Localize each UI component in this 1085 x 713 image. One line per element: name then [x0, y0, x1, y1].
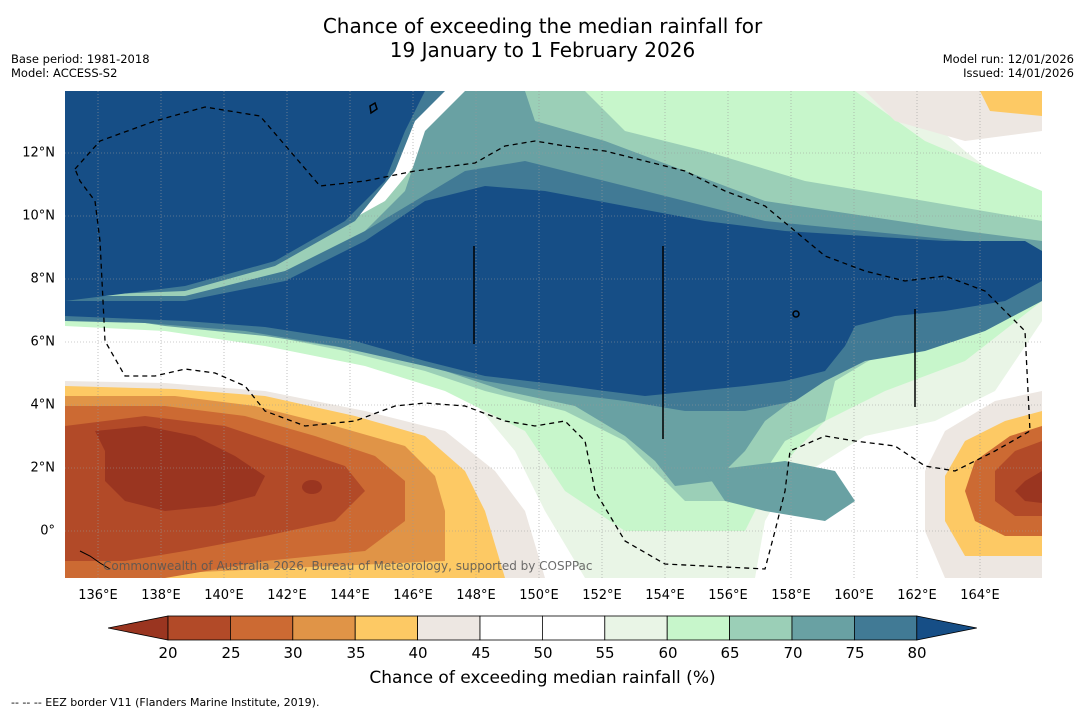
y-tick: 10°N	[22, 208, 55, 224]
colorbar-extend-low	[108, 615, 169, 641]
x-tick: 162°E	[897, 588, 937, 603]
colorbar-cell	[541, 615, 606, 641]
eez-border	[74, 106, 1031, 570]
map-title: Chance of exceeding the median rainfall …	[0, 14, 1085, 62]
colorbar-label: 60	[658, 644, 678, 662]
model-name: Model: ACCESS-S2	[11, 66, 118, 80]
eez-legend: -- -- -- EEZ border V11 (Flanders Marine…	[11, 696, 320, 709]
x-tick: 164°E	[960, 588, 1000, 603]
title-line-2: 19 January to 1 February 2026	[389, 38, 696, 62]
x-tick: 140°E	[204, 588, 244, 603]
colorbar-cell	[604, 615, 668, 641]
title-line-1: Chance of exceeding the median rainfall …	[322, 14, 763, 38]
y-tick: 12°N	[22, 145, 55, 161]
x-tick: 154°E	[645, 588, 685, 603]
rainfall-map	[65, 91, 1042, 578]
dry-spot	[302, 480, 322, 494]
colorbar-label: 40	[408, 644, 428, 662]
x-tick: 160°E	[834, 588, 874, 603]
colorbar	[108, 615, 977, 641]
run-info: Model run: 12/01/2026 Issued: 14/01/2026	[943, 52, 1074, 80]
band-above-80	[65, 91, 425, 301]
colorbar-label: 50	[533, 644, 553, 662]
gridlines	[65, 91, 1042, 578]
x-tick: 148°E	[456, 588, 496, 603]
x-tick: 146°E	[393, 588, 433, 603]
colorbar-label: 20	[158, 644, 178, 662]
y-tick: 8°N	[30, 271, 56, 287]
base-period: Base period: 1981-2018	[11, 52, 150, 66]
colorbar-cell	[417, 615, 481, 641]
colorbar-label: 70	[783, 644, 803, 662]
colorbar-cell	[666, 615, 731, 641]
colorbar-cells	[108, 615, 977, 641]
issued-date: Issued: 14/01/2026	[963, 66, 1074, 80]
colorbar-cell	[791, 615, 855, 641]
colorbar-label: 45	[471, 644, 491, 662]
colorbar-label: 80	[907, 644, 927, 662]
band-above-80-main	[65, 186, 1042, 396]
colorbar-cell	[230, 615, 294, 641]
island-outlines	[79, 101, 916, 570]
band-40-northeast	[980, 91, 1042, 116]
x-tick: 138°E	[141, 588, 181, 603]
x-tick: 144°E	[330, 588, 370, 603]
copyright-notice: Commonwealth of Australia 2026, Bureau o…	[103, 559, 593, 573]
x-tick: 150°E	[519, 588, 559, 603]
colorbar-cell	[292, 615, 356, 641]
y-tick: 6°N	[30, 334, 56, 350]
y-tick: 4°N	[30, 397, 56, 413]
colorbar-label: 75	[845, 644, 865, 662]
colorbar-label: 35	[346, 644, 366, 662]
colorbar-cell	[854, 615, 918, 641]
band-20-southwest	[95, 426, 265, 511]
model-info: Base period: 1981-2018 Model: ACCESS-S2	[11, 52, 150, 80]
band-20-southeast	[1015, 471, 1042, 503]
x-tick: 156°E	[708, 588, 748, 603]
x-tick: 136°E	[78, 588, 118, 603]
x-tick: 142°E	[267, 588, 307, 603]
x-tick: 158°E	[771, 588, 811, 603]
colorbar-label: 25	[221, 644, 241, 662]
colorbar-label: 30	[283, 644, 303, 662]
colorbar-cell	[167, 615, 231, 641]
colorbar-cell	[479, 615, 543, 641]
colorbar-cell	[354, 615, 418, 641]
colorbar-label: 65	[720, 644, 740, 662]
y-tick: 0°	[40, 523, 55, 539]
y-tick: 2°N	[30, 460, 56, 476]
x-tick: 152°E	[582, 588, 622, 603]
colorbar-extend-high	[916, 615, 977, 641]
colorbar-title: Chance of exceeding median rainfall (%)	[369, 668, 716, 688]
band-70-blob-south	[705, 461, 855, 521]
colorbar-cell	[729, 615, 793, 641]
model-run: Model run: 12/01/2026	[942, 52, 1074, 66]
colorbar-label: 55	[595, 644, 615, 662]
